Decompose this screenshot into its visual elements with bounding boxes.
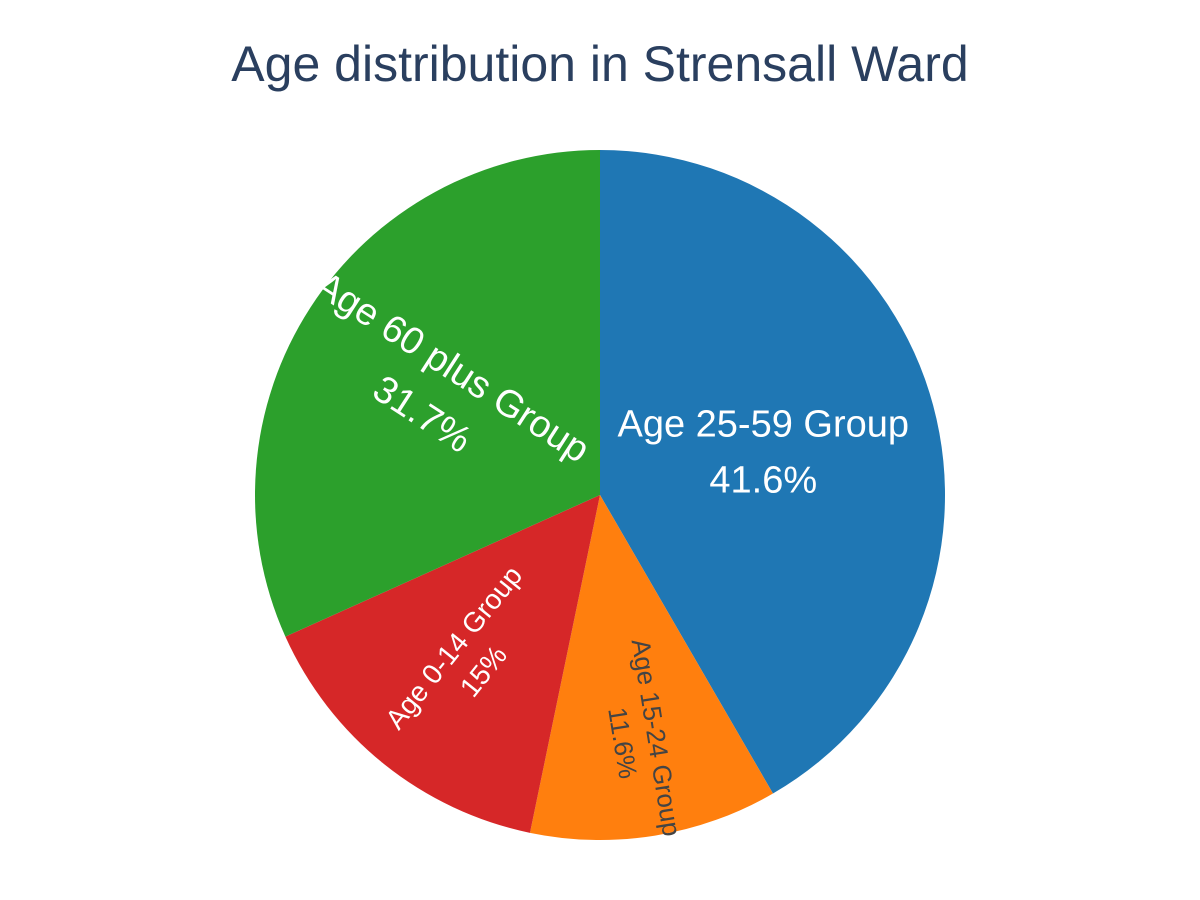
pie-slices (254, 150, 946, 841)
pie-slice (600, 150, 946, 794)
pie-slice (285, 495, 600, 833)
chart-title: Age distribution in Strensall Ward (231, 36, 969, 92)
slice-percent: 41.6% (709, 459, 817, 501)
pie-slice (529, 495, 773, 841)
slice-label-group: Age 25-59 Group 41.6% (617, 403, 909, 501)
pie-slice (254, 150, 600, 637)
slice-label: Age 25-59 Group (617, 403, 909, 445)
